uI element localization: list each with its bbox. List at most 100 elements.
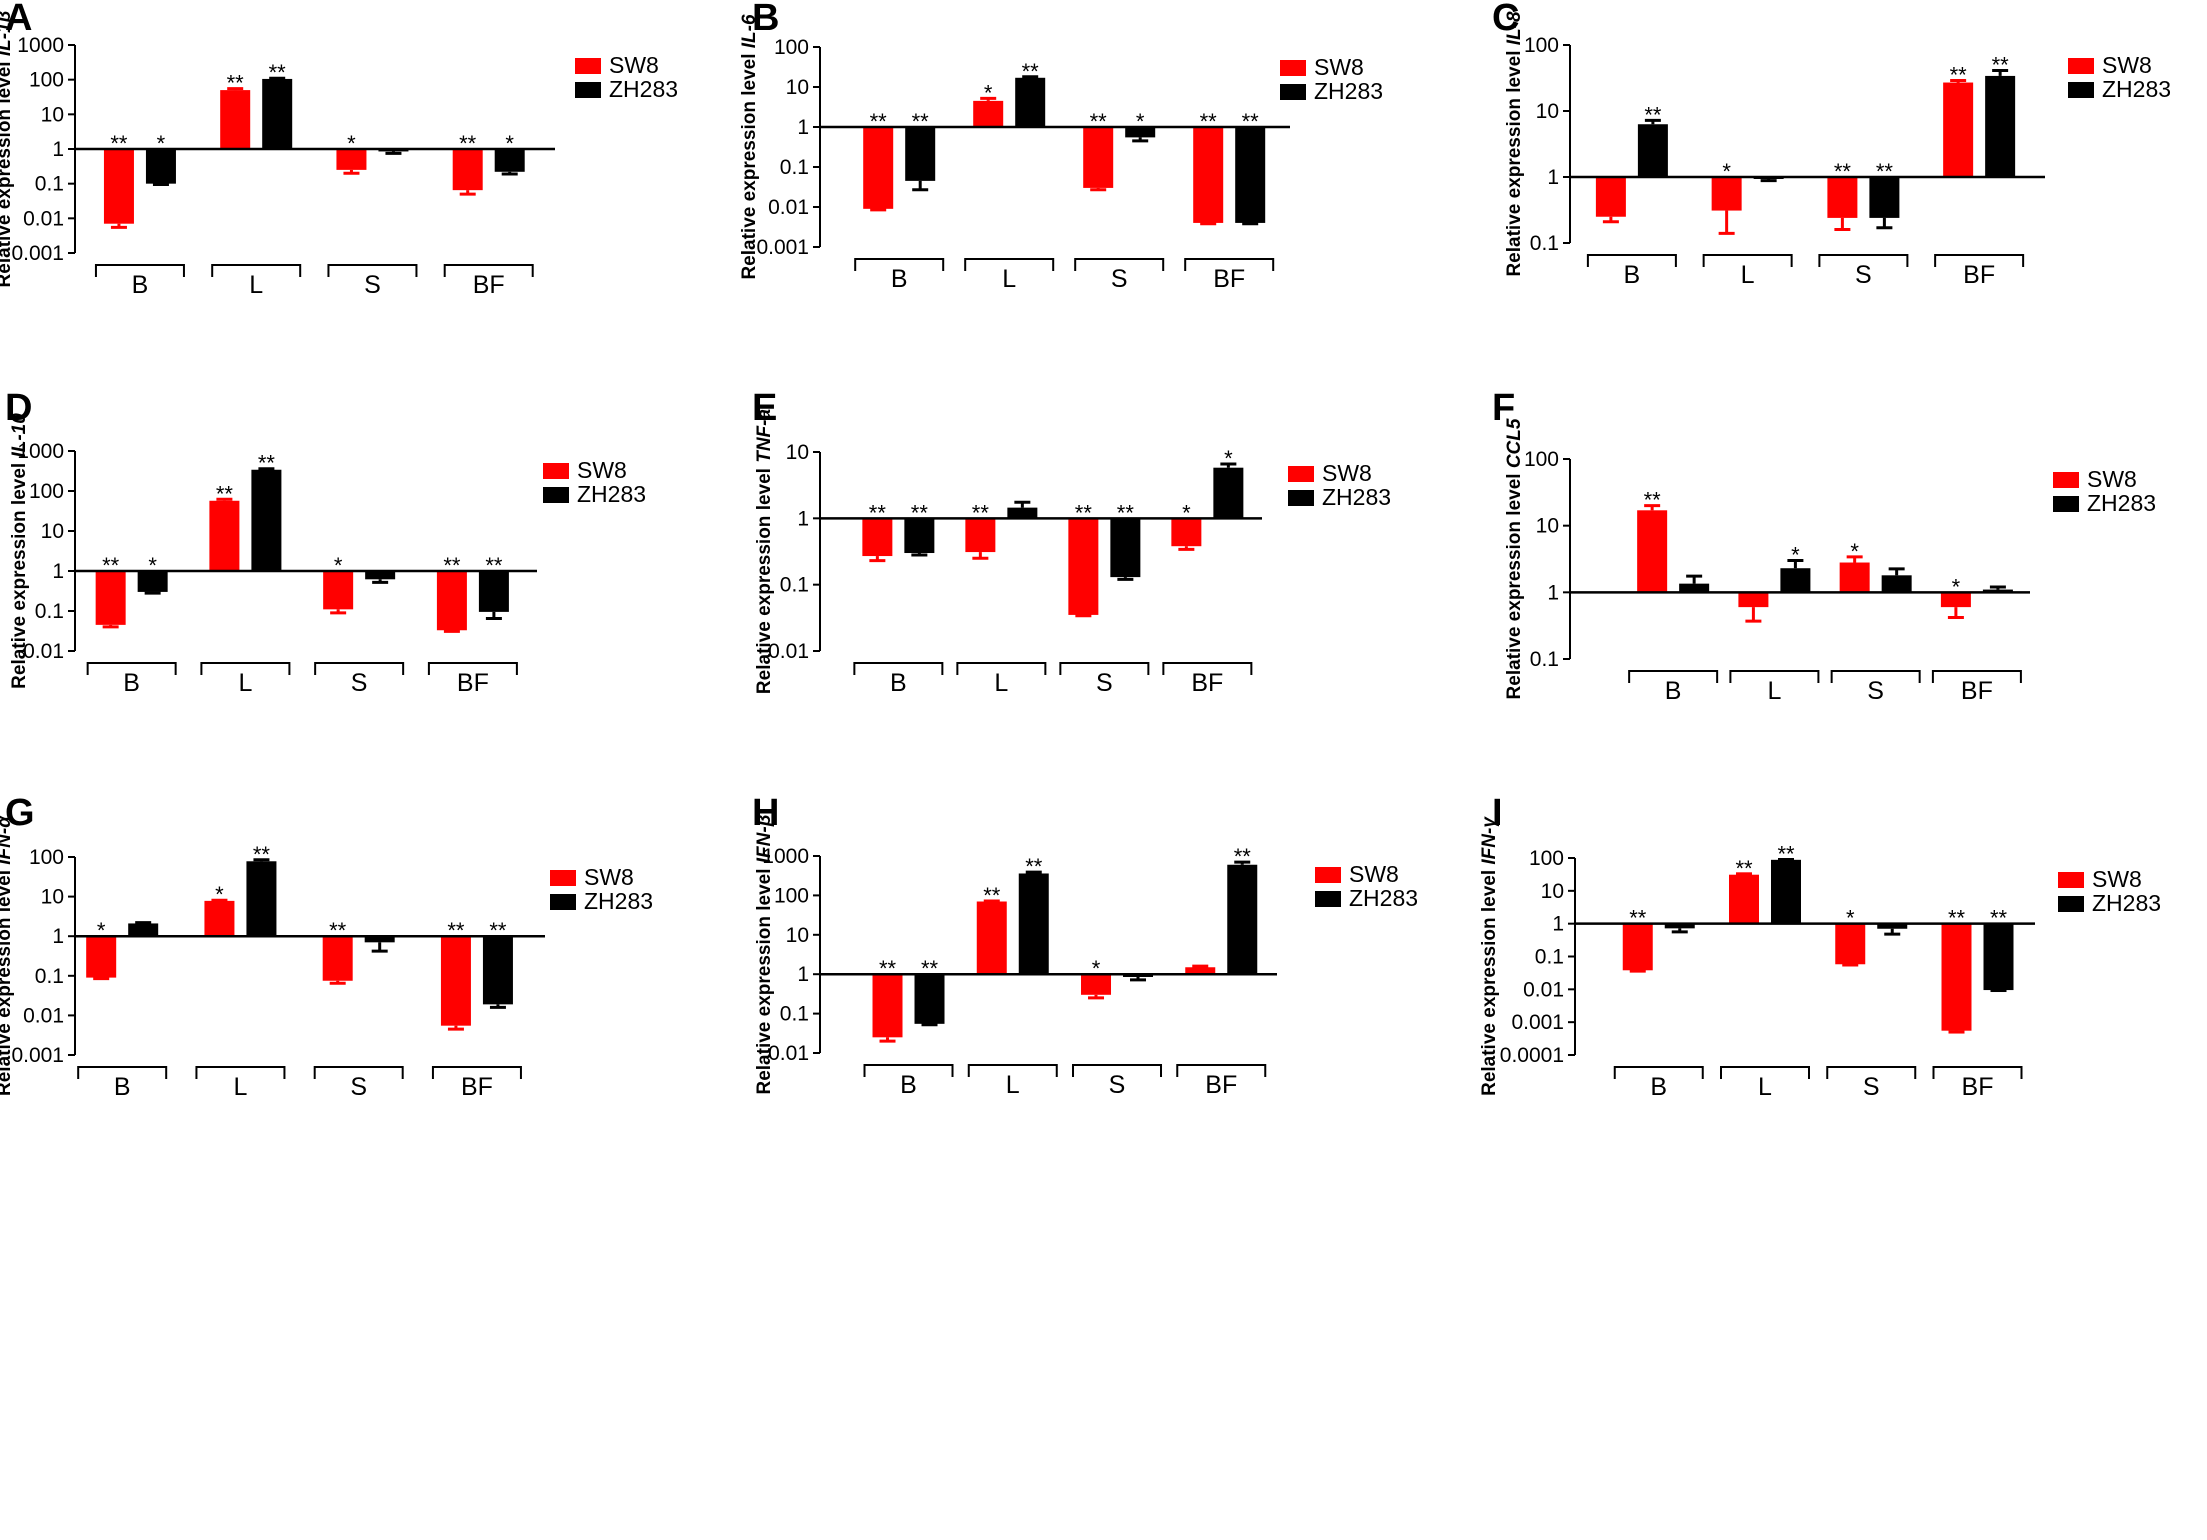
y-tick-label: 0.001 xyxy=(11,242,64,265)
x-tick-label: S xyxy=(1111,265,1128,293)
y-tick-label: 0.1 xyxy=(35,173,64,196)
significance-marker: ** xyxy=(258,451,276,476)
bar-zh283-b xyxy=(915,974,945,1024)
bar-zh283-l xyxy=(251,470,281,571)
y-tick-label: 10 xyxy=(41,103,64,126)
y-tick-label: 0.001 xyxy=(1511,1011,1564,1034)
x-tick-label: B xyxy=(114,1073,131,1101)
y-axis-label: Relative expression level IFN-γ xyxy=(1479,816,1500,1096)
y-tick-label: 10 xyxy=(1541,880,1564,903)
x-tick-label: L xyxy=(1002,265,1016,293)
x-tick-label: L xyxy=(994,669,1008,697)
x-tick-label: S xyxy=(351,669,368,697)
bar-sw8-bf xyxy=(1943,83,1973,177)
y-tick-label: 100 xyxy=(1529,847,1564,870)
significance-marker: ** xyxy=(911,500,929,525)
figure-svg: A0.0010.010.11101001000Relative expressi… xyxy=(0,0,2207,1540)
significance-marker: ** xyxy=(983,883,1001,908)
legend-label-zh283: ZH283 xyxy=(1322,484,1391,510)
significance-marker: ** xyxy=(1025,854,1043,879)
bar-sw8-l xyxy=(1738,592,1768,607)
significance-marker: * xyxy=(1850,539,1859,564)
y-axis-label: Relative expression level TNF-a xyxy=(754,409,775,695)
significance-marker: ** xyxy=(269,60,287,85)
bar-zh283-s xyxy=(1882,575,1912,592)
legend-label-sw8: SW8 xyxy=(2087,466,2137,492)
significance-marker: ** xyxy=(459,131,477,156)
bar-sw8-l xyxy=(1729,875,1759,924)
legend-label-sw8: SW8 xyxy=(1314,54,1364,80)
bar-zh283-s xyxy=(1110,518,1140,577)
x-tick-label: L xyxy=(1741,261,1755,289)
legend-swatch-sw8 xyxy=(2068,58,2094,74)
legend-label-zh283: ZH283 xyxy=(1314,78,1383,104)
bar-sw8-bf xyxy=(1193,127,1223,223)
x-tick-label: S xyxy=(1855,261,1872,289)
x-tick-label: L xyxy=(233,1073,247,1101)
bar-sw8-s xyxy=(1068,518,1098,615)
legend-label-sw8: SW8 xyxy=(2102,52,2152,78)
y-tick-label: 0.1 xyxy=(780,574,809,597)
x-tick-label: BF xyxy=(1962,1073,1994,1101)
y-tick-label: 0.1 xyxy=(780,156,809,179)
y-tick-label: 1 xyxy=(797,116,809,139)
y-tick-label: 0.01 xyxy=(23,207,64,230)
significance-marker: ** xyxy=(1992,53,2010,78)
bar-sw8-b xyxy=(863,127,893,209)
bar-zh283-b xyxy=(905,127,935,181)
y-tick-label: 0.1 xyxy=(1530,232,1559,255)
x-tick-label: S xyxy=(364,271,381,299)
x-tick-label: BF xyxy=(1963,261,1995,289)
y-tick-label: 100 xyxy=(774,884,809,907)
significance-marker: ** xyxy=(870,109,888,134)
bar-zh283-l xyxy=(1007,508,1037,519)
y-tick-label: 10 xyxy=(1536,100,1559,123)
y-tick-label: 0.1 xyxy=(1530,648,1559,671)
bar-sw8-b xyxy=(873,974,903,1037)
y-tick-label: 1000 xyxy=(17,34,64,57)
legend-swatch-zh283 xyxy=(2068,82,2094,98)
x-tick-label: B xyxy=(1624,261,1641,289)
y-tick-label: 100 xyxy=(1524,448,1559,471)
y-tick-label: 10 xyxy=(786,76,809,99)
bar-sw8-l xyxy=(220,90,250,149)
x-tick-label: L xyxy=(1758,1073,1772,1101)
legend-swatch-sw8 xyxy=(550,870,576,886)
significance-marker: ** xyxy=(1990,906,2008,931)
significance-marker: ** xyxy=(1777,842,1795,867)
x-tick-label: B xyxy=(132,271,149,299)
y-tick-label: 0.001 xyxy=(11,1044,64,1067)
bar-zh283-bf xyxy=(1235,127,1265,223)
x-tick-label: B xyxy=(1665,677,1682,705)
y-tick-label: 0.0001 xyxy=(1500,1044,1564,1067)
significance-marker: * xyxy=(984,80,993,105)
legend-swatch-sw8 xyxy=(2053,472,2079,488)
bar-sw8-l xyxy=(209,501,239,571)
legend-swatch-sw8 xyxy=(575,58,601,74)
significance-marker: ** xyxy=(1644,488,1662,513)
y-tick-label: 1 xyxy=(797,963,809,986)
y-tick-label: 0.1 xyxy=(35,965,64,988)
bar-sw8-b xyxy=(96,571,126,625)
panel-i: I 0.0001 0.001 0.01 0.1 1 10 100 Relative expres… xyxy=(1479,792,2161,1101)
significance-marker: ** xyxy=(329,918,347,943)
significance-marker: ** xyxy=(1117,500,1135,525)
panel-c: C0.1110100Relative expression level IL-8… xyxy=(1492,0,2171,289)
significance-marker: ** xyxy=(921,956,939,981)
y-tick-label: 0.001 xyxy=(756,236,809,259)
panel-b: B0.0010.010.1110100Relative expression l… xyxy=(739,0,1383,293)
y-tick-label: 10 xyxy=(786,441,809,464)
significance-marker: * xyxy=(334,553,343,578)
bar-sw8-l xyxy=(977,902,1007,975)
legend-label-sw8: SW8 xyxy=(1322,460,1372,486)
y-axis-label: Relative expression level IL-10 xyxy=(9,413,30,689)
y-tick-label: 0.01 xyxy=(1523,978,1564,1001)
bar-sw8-bf xyxy=(441,936,471,1025)
significance-marker: ** xyxy=(1948,906,1966,931)
legend-label-sw8: SW8 xyxy=(584,864,634,890)
legend-label-sw8: SW8 xyxy=(1349,861,1399,887)
significance-marker: ** xyxy=(1735,856,1753,881)
bar-sw8-b xyxy=(1637,510,1667,592)
y-tick-label: 10 xyxy=(1536,515,1559,538)
y-tick-label: 1 xyxy=(797,507,809,530)
